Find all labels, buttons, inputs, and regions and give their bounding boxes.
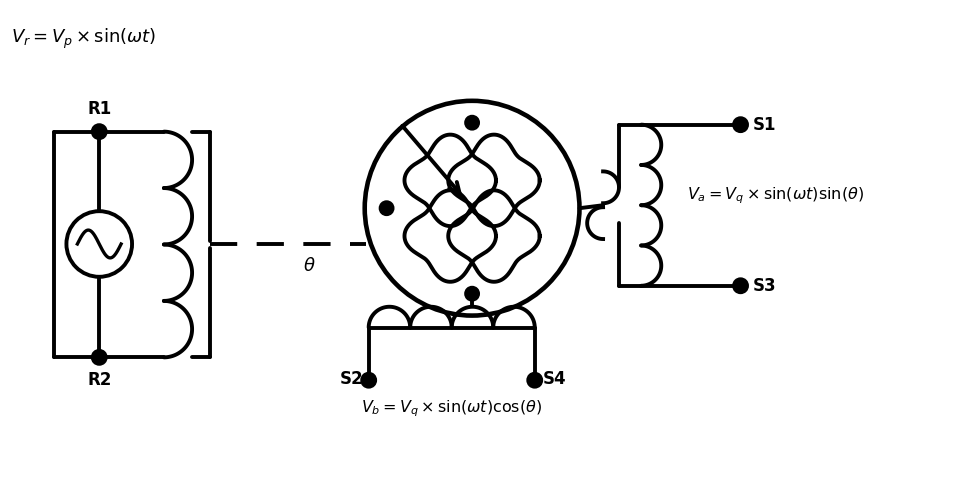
Text: R2: R2 bbox=[87, 371, 111, 389]
Circle shape bbox=[466, 288, 478, 300]
Circle shape bbox=[734, 118, 747, 131]
Circle shape bbox=[93, 125, 106, 138]
Circle shape bbox=[466, 117, 478, 129]
Circle shape bbox=[93, 351, 106, 364]
Circle shape bbox=[734, 279, 747, 292]
Text: $V_r = V_p \times \sin(\omega t)$: $V_r = V_p \times \sin(\omega t)$ bbox=[11, 27, 156, 52]
Text: S4: S4 bbox=[542, 370, 567, 388]
Circle shape bbox=[529, 374, 541, 387]
Text: S3: S3 bbox=[752, 277, 776, 295]
Text: $V_a = V_q \times \sin(\omega t)\sin(\theta)$: $V_a = V_q \times \sin(\omega t)\sin(\th… bbox=[687, 185, 864, 206]
Circle shape bbox=[362, 374, 375, 387]
Text: S1: S1 bbox=[752, 116, 776, 134]
Circle shape bbox=[381, 202, 393, 214]
Text: S2: S2 bbox=[340, 370, 363, 388]
Text: $\theta$: $\theta$ bbox=[303, 258, 316, 276]
Text: R1: R1 bbox=[87, 100, 111, 118]
Text: $V_b = V_q \times \sin(\omega t)\cos(\theta)$: $V_b = V_q \times \sin(\omega t)\cos(\th… bbox=[361, 398, 542, 419]
